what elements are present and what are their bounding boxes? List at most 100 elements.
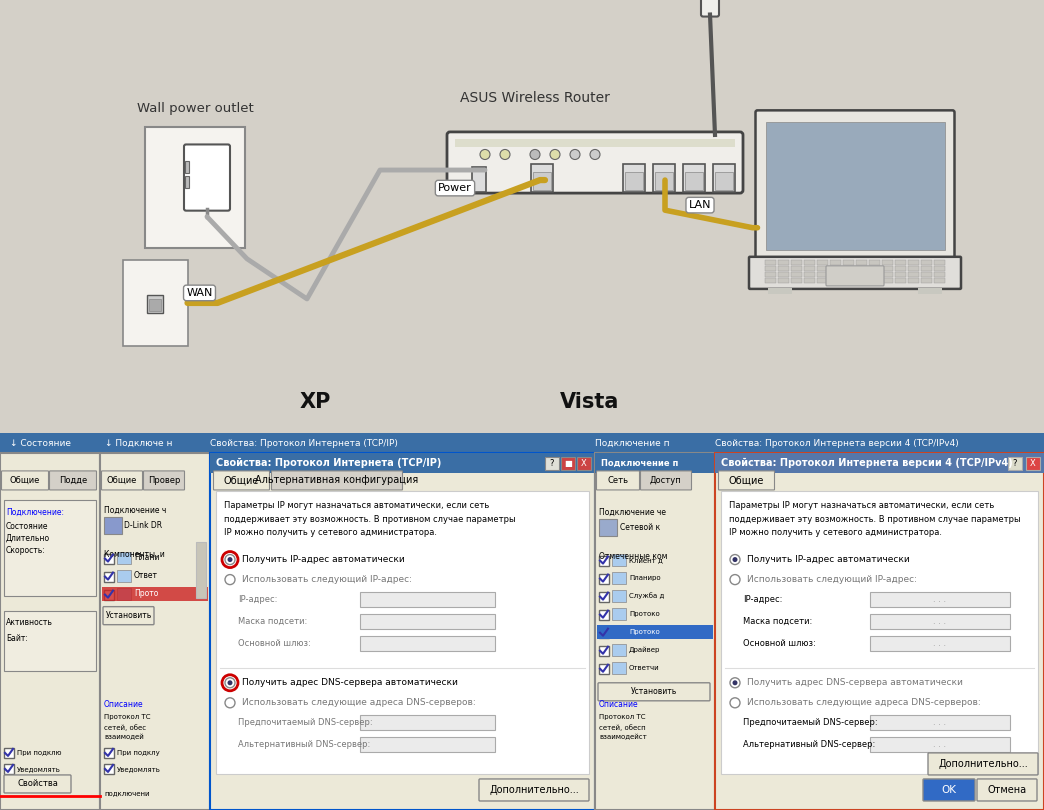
Text: взаимодей: взаимодей	[104, 734, 144, 740]
Bar	[612, 608, 626, 620]
Bar	[595, 454, 715, 473]
Bar	[4, 764, 14, 774]
Text: . . .: . . .	[933, 639, 947, 648]
FancyBboxPatch shape	[596, 471, 640, 490]
Text: Подключение ч: Подключение ч	[104, 505, 166, 514]
Bar	[599, 573, 609, 584]
Text: Альтернативная конфигурация: Альтернативная конфигурация	[256, 475, 419, 485]
Text: Альтернативный DNS-сервер:: Альтернативный DNS-сервер:	[743, 740, 875, 749]
Circle shape	[226, 678, 235, 688]
Bar	[1009, 458, 1022, 471]
Text: Драйвер: Драйвер	[628, 646, 661, 653]
Text: Ответчи: Ответчи	[628, 665, 660, 671]
Bar	[149, 299, 161, 311]
Bar	[360, 614, 495, 629]
Bar	[623, 164, 645, 192]
Bar	[765, 272, 776, 277]
Circle shape	[730, 574, 740, 585]
Bar	[104, 553, 114, 564]
Bar	[765, 260, 776, 265]
Circle shape	[226, 574, 235, 585]
Bar	[599, 556, 609, 565]
Text: Свойства: Протокол Интернета (TCP/IP): Свойства: Протокол Интернета (TCP/IP)	[210, 439, 398, 448]
Bar	[102, 586, 208, 601]
Bar	[531, 164, 553, 192]
Text: WAN: WAN	[186, 288, 213, 298]
FancyBboxPatch shape	[718, 471, 775, 490]
Text: Установить: Установить	[631, 688, 678, 697]
Circle shape	[228, 680, 233, 685]
Circle shape	[228, 557, 233, 562]
Text: ■: ■	[564, 459, 572, 468]
Text: Маска подсети:: Маска подсети:	[238, 617, 307, 626]
Text: Подключение п: Подключение п	[601, 459, 679, 468]
Bar	[715, 454, 1044, 810]
Bar	[843, 272, 854, 277]
Bar	[0, 454, 100, 810]
Text: Использовать следующие адреса DNS-серверов:: Использовать следующие адреса DNS-сервер…	[748, 698, 980, 707]
Bar	[895, 279, 906, 283]
Bar	[882, 272, 893, 277]
Bar	[895, 272, 906, 277]
Text: Альтернативный DNS-сервер:: Альтернативный DNS-сервер:	[238, 740, 371, 749]
Bar	[895, 260, 906, 265]
Bar	[625, 172, 643, 190]
Text: ↓ Подключе н: ↓ Подключе н	[105, 439, 172, 448]
Bar	[104, 590, 114, 599]
Bar	[533, 172, 551, 190]
Text: Байт:: Байт:	[6, 633, 28, 642]
Circle shape	[733, 557, 737, 562]
FancyBboxPatch shape	[101, 471, 142, 490]
Text: Отмена: Отмена	[988, 785, 1026, 795]
Bar	[117, 587, 130, 599]
Bar	[856, 272, 867, 277]
Circle shape	[226, 555, 235, 565]
Bar	[210, 454, 595, 810]
Circle shape	[530, 150, 540, 160]
Bar	[908, 272, 919, 277]
Text: Состояние: Состояние	[6, 522, 48, 531]
Bar	[612, 553, 626, 565]
Circle shape	[730, 555, 740, 565]
Text: . . .: . . .	[933, 616, 947, 625]
Bar	[804, 266, 815, 271]
Text: Сетевой к: Сетевой к	[620, 523, 660, 532]
Bar	[360, 636, 495, 650]
Bar	[869, 279, 880, 283]
Text: Vista: Vista	[561, 392, 620, 412]
Bar	[104, 518, 122, 534]
Bar	[934, 279, 945, 283]
Bar	[791, 279, 802, 283]
Bar	[713, 164, 735, 192]
Text: Общие: Общие	[729, 475, 764, 485]
Bar	[685, 172, 703, 190]
FancyBboxPatch shape	[641, 471, 691, 490]
Text: Длительно: Длительно	[6, 534, 50, 543]
Text: Основной шлюз:: Основной шлюз:	[743, 639, 815, 648]
FancyBboxPatch shape	[49, 471, 96, 490]
Text: Протоко: Протоко	[628, 629, 660, 635]
Bar	[817, 260, 828, 265]
Text: Использовать следующий IP-адрес:: Использовать следующий IP-адрес:	[748, 575, 917, 584]
Bar	[715, 454, 1044, 473]
Text: Основной шлюз:: Основной шлюз:	[238, 639, 311, 648]
Bar	[934, 272, 945, 277]
Text: взаимодейст: взаимодейст	[599, 734, 646, 740]
Bar	[870, 591, 1010, 607]
Circle shape	[733, 680, 737, 685]
FancyBboxPatch shape	[928, 753, 1038, 775]
FancyBboxPatch shape	[1, 471, 48, 490]
Bar	[817, 279, 828, 283]
FancyBboxPatch shape	[214, 471, 269, 490]
Bar	[597, 625, 713, 639]
FancyBboxPatch shape	[479, 779, 589, 801]
Text: . . .: . . .	[933, 740, 947, 749]
FancyBboxPatch shape	[756, 110, 954, 260]
Bar	[817, 266, 828, 271]
Text: Активность: Активность	[6, 618, 53, 627]
Bar	[210, 454, 595, 473]
Text: Отмеченные ком: Отмеченные ком	[599, 552, 667, 561]
Bar	[599, 591, 609, 602]
FancyBboxPatch shape	[749, 257, 960, 289]
Text: Параметры IP могут назначаться автоматически, если сеть
поддерживает эту возможн: Параметры IP могут назначаться автоматич…	[224, 501, 516, 537]
